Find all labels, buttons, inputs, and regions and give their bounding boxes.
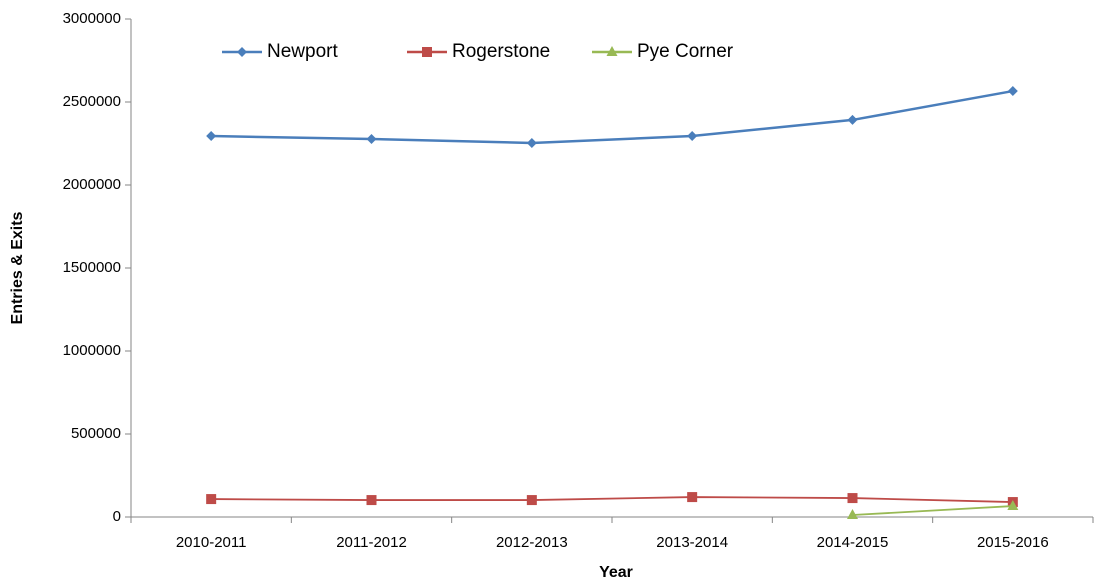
data-point — [847, 493, 858, 504]
y-tick-label: 0 — [113, 508, 121, 525]
x-tick-label: 2015-2016 — [977, 534, 1049, 551]
legend-marker — [422, 47, 432, 57]
data-point — [687, 131, 698, 142]
series-line — [211, 496, 1013, 503]
y-tick-label: 1500000 — [63, 259, 121, 276]
x-tick-label: 2013-2014 — [656, 534, 728, 551]
y-tick-label: 3000000 — [63, 10, 121, 27]
y-tick-label: 2500000 — [63, 93, 121, 110]
data-point — [687, 492, 698, 503]
x-tick-label: 2014-2015 — [817, 534, 889, 551]
y-tick-label: 1000000 — [63, 342, 121, 359]
legend-label: Rogerstone — [452, 41, 550, 62]
x-tick-label: 2011-2012 — [336, 534, 407, 551]
x-axis-title: Year — [599, 564, 633, 581]
data-point — [1007, 500, 1019, 511]
data-point — [847, 509, 858, 520]
data-point — [526, 138, 537, 149]
data-point — [206, 131, 217, 142]
y-tick-label: 500000 — [71, 425, 121, 442]
data-point — [366, 134, 377, 145]
legend-marker — [606, 46, 618, 56]
data-point — [366, 495, 377, 506]
legend-label: Pye Corner — [637, 41, 734, 62]
y-tick-label: 2000000 — [63, 176, 121, 193]
series-line — [852, 505, 1013, 516]
data-point — [206, 494, 217, 505]
x-tick-label: 2012-2013 — [496, 534, 568, 551]
x-tick-label: 2010-2011 — [176, 534, 247, 551]
legend-label: Newport — [267, 41, 338, 62]
data-point — [1007, 86, 1018, 97]
series-line — [211, 89, 1014, 145]
legend-marker — [237, 47, 247, 57]
y-axis-title: Entries & Exits — [9, 211, 26, 324]
data-point — [847, 114, 858, 125]
data-point — [526, 495, 537, 506]
